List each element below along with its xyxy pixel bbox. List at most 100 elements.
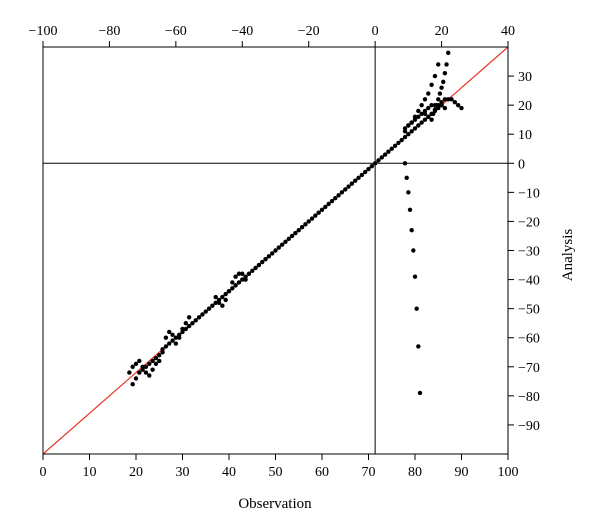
data-point (404, 175, 409, 181)
data-point (130, 364, 135, 369)
data-point (432, 102, 438, 108)
data-point (266, 254, 272, 259)
top-tick-label: −100 (29, 24, 58, 39)
data-point (436, 102, 441, 108)
data-point (372, 161, 378, 166)
data-point (402, 126, 408, 131)
data-point (153, 355, 159, 361)
data-point (326, 201, 331, 207)
data-point (419, 111, 424, 117)
data-point (417, 390, 423, 396)
data-point (409, 227, 414, 233)
data-point (412, 126, 418, 131)
data-point (157, 352, 162, 358)
data-point (263, 257, 268, 262)
data-point (236, 280, 242, 285)
right-tick-label: 30 (518, 70, 532, 85)
right-tick-label: −50 (518, 303, 540, 318)
data-point (173, 341, 179, 346)
data-point (203, 309, 208, 314)
data-point (213, 294, 218, 300)
data-point (414, 306, 419, 311)
data-point (386, 149, 391, 154)
data-point (406, 190, 411, 195)
data-point (220, 294, 225, 300)
top-tick-label: 0 (372, 24, 379, 39)
bottom-x-axis-ticks: 0 10 20 30 40 50 60 70 80 90 100 (40, 454, 519, 480)
data-point (439, 102, 444, 108)
data-point (442, 70, 448, 76)
right-tick-label: −60 (518, 332, 540, 347)
data-point (439, 85, 444, 90)
data-point (213, 300, 218, 306)
data-point (429, 82, 434, 87)
data-point (143, 370, 149, 375)
data-point (143, 364, 149, 369)
data-point (303, 222, 308, 227)
data-point (446, 97, 451, 102)
bottom-tick-label: 10 (83, 465, 97, 480)
top-tick-label: 20 (435, 24, 449, 39)
data-point (220, 303, 225, 308)
data-point (253, 265, 258, 271)
top-tick-label: 40 (501, 24, 515, 39)
data-point (416, 344, 421, 349)
data-point (206, 306, 212, 311)
data-point (349, 181, 355, 186)
data-point (223, 291, 228, 297)
top-tick-label: −20 (298, 24, 320, 39)
data-point (286, 236, 291, 242)
data-point (137, 370, 142, 375)
data-point (396, 140, 401, 146)
data-point (382, 152, 388, 157)
data-point (446, 50, 451, 56)
data-point (412, 274, 418, 279)
data-point (256, 262, 262, 268)
data-point (411, 248, 416, 253)
data-point (137, 358, 142, 364)
bottom-tick-label: 100 (498, 465, 519, 480)
data-point (230, 280, 235, 285)
data-point (409, 120, 414, 125)
right-tick-label: −20 (518, 215, 540, 230)
data-point (436, 62, 441, 67)
data-point (346, 184, 351, 189)
data-point (392, 143, 398, 149)
data-point (412, 117, 418, 122)
data-point (402, 134, 408, 140)
data-point (356, 175, 361, 181)
data-point (246, 271, 252, 276)
bottom-tick-label: 0 (40, 465, 47, 480)
data-point (299, 225, 305, 230)
data-point (422, 97, 428, 102)
right-tick-label: −90 (518, 419, 540, 434)
data-point (379, 155, 384, 160)
data-point (422, 108, 428, 114)
data-point (167, 329, 172, 335)
bottom-tick-label: 40 (222, 465, 236, 480)
data-point (230, 286, 235, 291)
data-point (133, 376, 139, 381)
data-point (399, 137, 404, 143)
bottom-tick-label: 30 (176, 465, 190, 480)
data-point (432, 107, 438, 112)
data-point (183, 326, 189, 332)
data-point (407, 207, 413, 212)
data-point (336, 193, 341, 198)
bottom-tick-label: 90 (455, 465, 469, 480)
data-point (176, 335, 182, 340)
bottom-tick-label: 20 (129, 465, 143, 480)
data-point (147, 373, 152, 378)
data-point (223, 297, 228, 303)
data-point (279, 242, 285, 247)
data-point (429, 102, 434, 108)
data-point (173, 335, 179, 340)
data-point (389, 146, 394, 151)
data-point (444, 62, 449, 67)
data-point (452, 100, 458, 105)
bottom-tick-label: 80 (408, 465, 422, 480)
top-x-axis-ticks: −100 −80 −60 −40 −20 0 20 40 (29, 24, 515, 47)
data-point (160, 347, 165, 352)
data-point (190, 320, 195, 326)
reference-lines (43, 47, 508, 454)
